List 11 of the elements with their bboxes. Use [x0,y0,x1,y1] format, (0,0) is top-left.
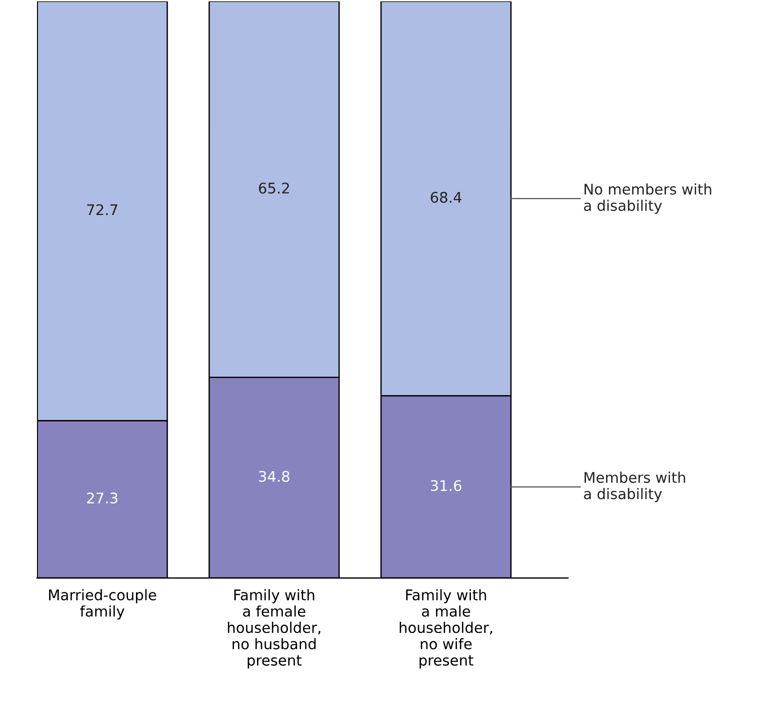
data-label: 27.3 [87,492,118,504]
data-label: 72.7 [87,204,118,216]
x-tick-label: Family with a male householder, no wife present [400,589,492,669]
data-label: 65.2 [258,182,289,194]
data-label: 68.4 [430,192,462,203]
x-tick-label: Married-couple family [49,589,156,620]
data-label: 34.8 [259,470,290,482]
text: Members with a disability [584,472,686,502]
text: No members with a disability [584,183,712,214]
data-label: 31.6 [430,480,462,492]
x-tick-label: Family with a female householder, no husband present [228,589,320,669]
